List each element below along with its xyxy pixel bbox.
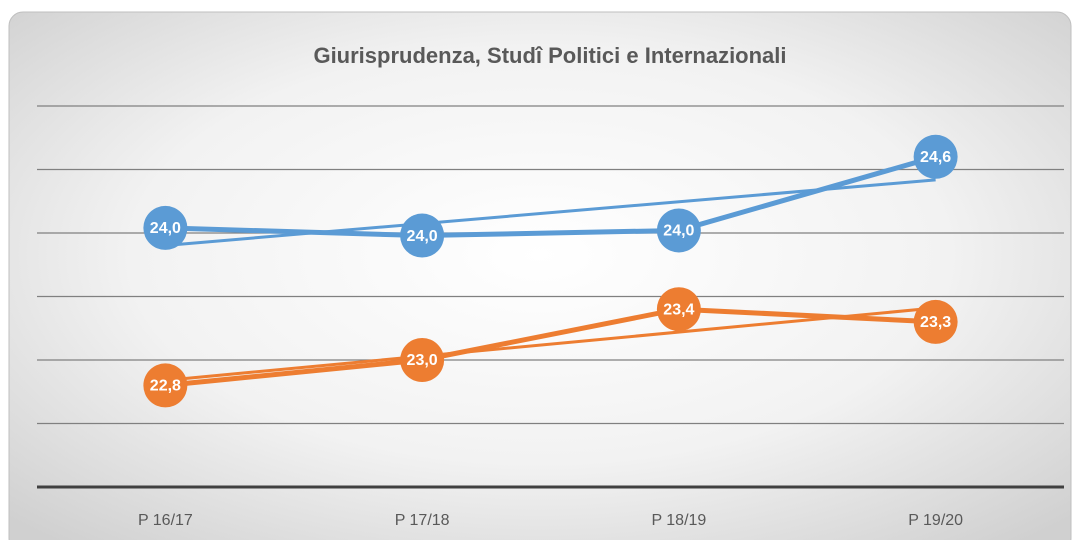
series-line: [165, 154, 937, 239]
marker: [913, 299, 958, 344]
data-label: 24,0: [407, 228, 438, 245]
x-tick-label: P 19/20: [908, 512, 963, 529]
data-label: 23,0: [407, 352, 438, 369]
data-label: 23,3: [920, 314, 951, 331]
data-label: 22,8: [150, 378, 181, 395]
marker: [143, 205, 188, 250]
marker: [913, 134, 958, 179]
x-tick-label: P 16/17: [138, 512, 193, 529]
trendline: [165, 178, 936, 247]
chart-card: [8, 11, 1072, 540]
marker: [400, 213, 445, 258]
data-label: 24,0: [150, 220, 181, 237]
marker: [400, 338, 445, 382]
marker: [656, 208, 701, 253]
data-label: 24,6: [920, 149, 951, 166]
x-tick-label: P 18/19: [651, 512, 706, 529]
data-label: 24,0: [663, 223, 694, 240]
marker: [656, 287, 701, 332]
marker: [143, 363, 188, 408]
data-label: 23,4: [663, 301, 694, 318]
series-line: [165, 306, 936, 388]
chart-title: Giurisprudenza, Studî Politici e Interna…: [313, 43, 786, 68]
x-tick-label: P 17/18: [395, 512, 450, 529]
trendline: [165, 306, 936, 382]
